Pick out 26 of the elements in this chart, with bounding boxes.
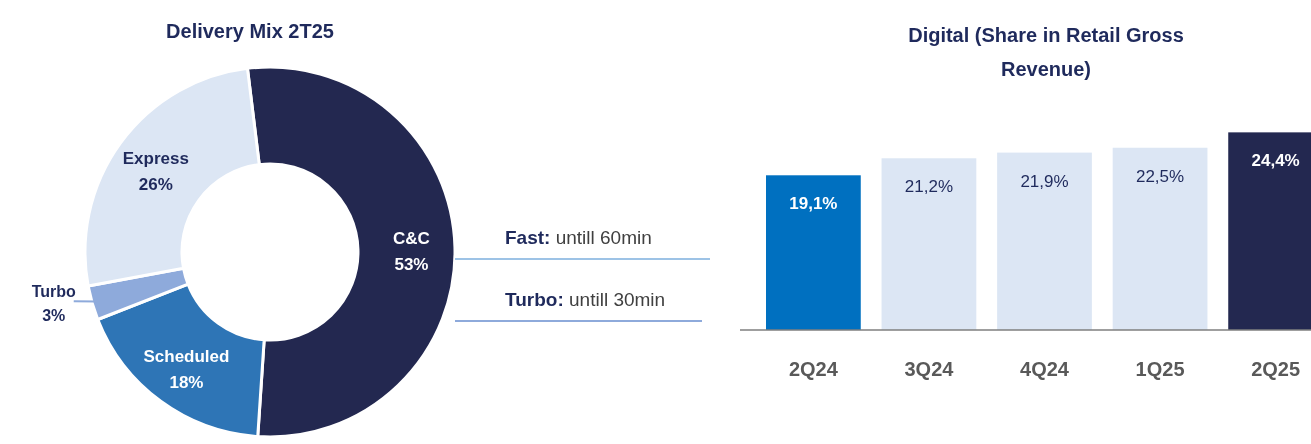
x-tick-label: 2Q24 <box>788 358 839 380</box>
bar <box>881 158 977 330</box>
slice-label: C&C <box>393 229 430 249</box>
data-label: 19,1% <box>789 194 838 214</box>
data-label: 21,9% <box>1020 171 1069 191</box>
chart-title: Delivery Mix 2T25 <box>166 20 334 42</box>
text: Turbo: untill 30min <box>505 289 666 310</box>
slice-label: Scheduled <box>143 347 230 367</box>
x-tick-label: 1Q25 <box>1135 358 1185 380</box>
bar <box>766 175 861 330</box>
x-tick-label: 3Q24 <box>904 358 955 380</box>
bar <box>997 152 1092 330</box>
data-label: 24,4% <box>1251 151 1300 171</box>
data-label: 18% <box>169 373 204 393</box>
slice-label: Express <box>122 149 189 169</box>
text: Fast: untill 60min <box>505 227 652 248</box>
data-label: 3% <box>42 307 66 325</box>
data-label: 26% <box>138 175 173 195</box>
x-tick-label: 2Q25 <box>1251 358 1301 380</box>
data-label: 53% <box>394 255 429 275</box>
x-tick-label: 4Q24 <box>1020 358 1070 380</box>
data-label: 22,5% <box>1135 166 1185 186</box>
slice-label: Turbo <box>31 283 77 301</box>
chart-title: Digital (Share in Retail Gross Revenue) <box>908 24 1184 80</box>
bar <box>1112 147 1208 330</box>
data-label: 21,2% <box>904 177 954 197</box>
